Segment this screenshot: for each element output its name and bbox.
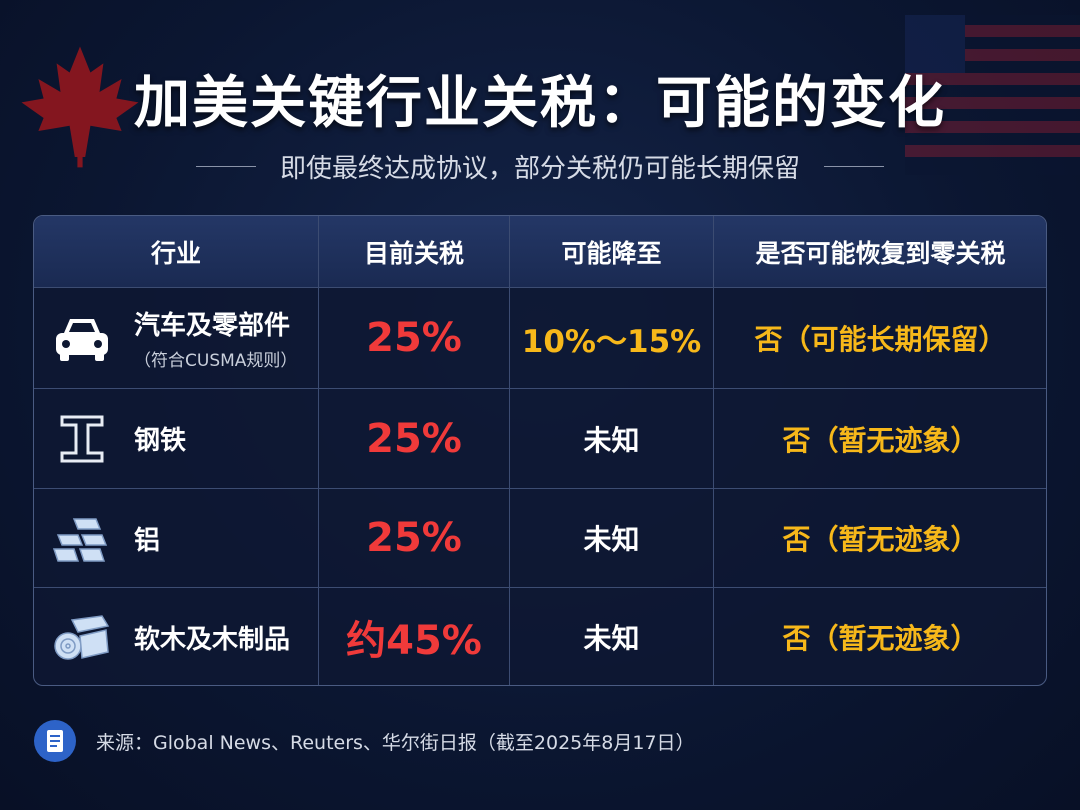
industry: 钢铁 bbox=[134, 426, 187, 456]
industry-icon bbox=[56, 318, 108, 361]
possible-tariff: 未知 bbox=[510, 489, 714, 588]
zero-tariff: 否（暂无迹象） bbox=[714, 489, 1046, 588]
zero-tariff: 否（暂无迹象） bbox=[714, 389, 1046, 489]
divider bbox=[196, 166, 256, 167]
industry-cell: 软木及木制品 bbox=[34, 588, 319, 685]
column-header: 是否可能恢复到零关税 bbox=[714, 216, 1046, 288]
column-header: 可能降至 bbox=[510, 216, 714, 288]
industry-icon bbox=[60, 415, 104, 463]
current-tariff: 25% bbox=[319, 288, 510, 389]
us-flag bbox=[905, 15, 1080, 175]
maple-leaf bbox=[21, 46, 139, 168]
possible-tariff: 10%～15% bbox=[510, 288, 714, 389]
industry-cell: 钢铁 bbox=[34, 389, 319, 489]
current-tariff: 约45% bbox=[319, 588, 510, 685]
industry-cell: 汽车及零部件 （符合CUSMA规则） bbox=[34, 288, 319, 389]
industry-cell: 铝 bbox=[34, 489, 319, 588]
industry-icon bbox=[54, 614, 110, 660]
tariff-table: 行业 目前关税 可能降至 是否可能恢复到零关税汽车及零部件 （符合CUSMA规则） 25%… bbox=[33, 215, 1047, 686]
zero-tariff: 否（可能长期保留） bbox=[714, 288, 1046, 389]
source-icon bbox=[34, 720, 76, 762]
industry-note: （符合CUSMA规则） bbox=[134, 351, 298, 371]
title: 加美关键行业关税：可能的变化 bbox=[134, 71, 946, 136]
industry: 软木及木制品 bbox=[134, 624, 291, 655]
column-header: 目前关税 bbox=[319, 216, 510, 288]
subtitle: 即使最终达成协议，部分关税仍可能长期保留 bbox=[279, 154, 800, 184]
current-tariff: 25% bbox=[319, 389, 510, 489]
industry: 铝 bbox=[134, 525, 161, 556]
industry-icon bbox=[52, 517, 108, 562]
industry: 汽车及零部件 bbox=[134, 311, 291, 341]
possible-tariff: 未知 bbox=[510, 389, 714, 489]
zero-tariff: 否（暂无迹象） bbox=[714, 588, 1046, 685]
divider bbox=[824, 166, 884, 167]
current-tariff: 25% bbox=[319, 489, 510, 588]
possible-tariff: 未知 bbox=[510, 588, 714, 685]
source: 来源：Global News、Reuters、华尔街日报（截至2025年8月17… bbox=[96, 732, 695, 754]
column-header: 行业 bbox=[34, 216, 319, 288]
